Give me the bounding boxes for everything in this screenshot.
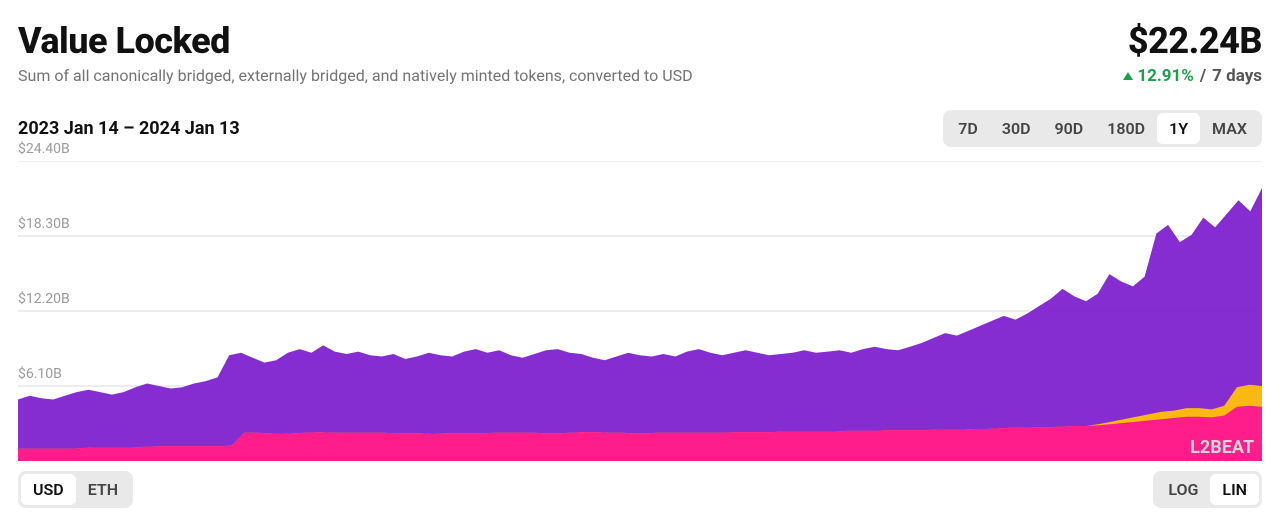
scale-selector: LOGLIN xyxy=(1153,471,1262,508)
date-range-label: 2023 Jan 14 – 2024 Jan 13 xyxy=(18,118,240,139)
time-option-180d[interactable]: 180D xyxy=(1095,113,1157,144)
watermark: L2BEAT xyxy=(1190,437,1254,458)
time-option-1y[interactable]: 1Y xyxy=(1157,113,1200,144)
value-locked-panel: Value Locked Sum of all canonically brid… xyxy=(0,0,1280,518)
time-option-90d[interactable]: 90D xyxy=(1043,113,1096,144)
controls-row: 2023 Jan 14 – 2024 Jan 13 7D30D90D180D1Y… xyxy=(18,110,1262,147)
header-right: $22.24B 12.91% / 7 days xyxy=(1123,20,1262,86)
chart-area[interactable]: L2BEAT $24.40B$18.30B$12.20B$6.10B xyxy=(18,161,1262,461)
y-axis-label: $6.10B xyxy=(18,366,62,386)
time-option-30d[interactable]: 30D xyxy=(990,113,1043,144)
total-value: $22.24B xyxy=(1123,20,1262,62)
up-caret-icon xyxy=(1123,72,1133,80)
y-axis-label: $24.40B xyxy=(18,141,70,161)
page-title: Value Locked xyxy=(18,20,693,62)
time-option-max[interactable]: MAX xyxy=(1200,113,1259,144)
scale-option-lin[interactable]: LIN xyxy=(1210,474,1259,505)
y-axis-label: $12.20B xyxy=(18,291,70,311)
footer-row: USDETH LOGLIN xyxy=(18,471,1262,508)
time-range-selector: 7D30D90D180D1YMAX xyxy=(943,110,1262,147)
series-purple-top xyxy=(18,188,1262,461)
time-option-7d[interactable]: 7D xyxy=(946,113,990,144)
change-period: 7 days xyxy=(1212,66,1262,86)
scale-option-log[interactable]: LOG xyxy=(1156,474,1210,505)
header-left: Value Locked Sum of all canonically brid… xyxy=(18,20,693,85)
currency-option-eth[interactable]: ETH xyxy=(76,474,130,505)
change-divider: / xyxy=(1200,66,1206,86)
page-subtitle: Sum of all canonically bridged, external… xyxy=(18,66,693,85)
currency-selector: USDETH xyxy=(18,471,133,508)
header-row: Value Locked Sum of all canonically brid… xyxy=(18,20,1262,86)
currency-option-usd[interactable]: USD xyxy=(21,474,76,505)
y-axis-label: $18.30B xyxy=(18,216,70,236)
change-row: 12.91% / 7 days xyxy=(1123,66,1262,86)
change-percent: 12.91% xyxy=(1137,66,1194,86)
stacked-area-chart: L2BEAT xyxy=(18,161,1262,461)
